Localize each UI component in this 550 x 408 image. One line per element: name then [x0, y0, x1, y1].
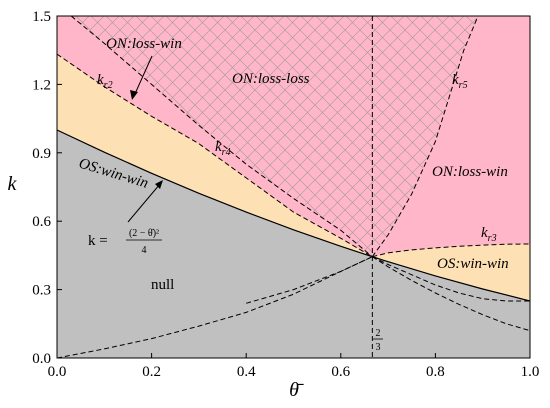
arrow-head-on-loss-win	[130, 90, 138, 100]
x-tick-label: 0.8	[426, 364, 445, 380]
y-tick-label: 0.0	[32, 351, 51, 367]
boundary-formula-numerator: (2 − θ̄)²	[129, 228, 159, 239]
region-label-on-loss-loss: ON:loss-loss	[232, 71, 310, 87]
two-thirds-numerator: 2	[376, 328, 381, 339]
region-label-os-win-win-right: OS:win-win	[437, 256, 509, 272]
curve-kr2	[57, 53, 373, 258]
curve-aux-7	[372, 256, 530, 302]
boundary-formula-prefix: k =	[88, 233, 108, 249]
x-tick-label: 0.4	[237, 364, 256, 380]
two-thirds-label: 2 3	[373, 328, 383, 353]
plot-frame	[56, 15, 531, 359]
curve-aux-8	[372, 256, 530, 332]
boundary-formula-denominator: 4	[142, 245, 147, 256]
curve-label-kr3: kr3	[481, 225, 497, 244]
y-tick-label: 1.5	[32, 9, 51, 25]
region-label-on-loss-win-right: ON:loss-win	[432, 164, 508, 180]
y-tick-label: 0.6	[32, 214, 51, 230]
x-tick-label: 0.0	[48, 364, 67, 380]
y-axis-label: k	[8, 173, 18, 195]
arrow-on-loss-win	[133, 55, 153, 97]
curve-kr5	[371, 16, 479, 257]
on-loss-loss-region	[71, 16, 478, 257]
curve-aux-6	[246, 256, 373, 304]
null-region	[57, 130, 530, 358]
region-label-null: null	[151, 277, 174, 293]
two-thirds-denominator: 3	[376, 342, 381, 353]
os-win-win-region-right	[372, 244, 530, 301]
x-tick-label: 0.2	[142, 364, 161, 380]
y-tick-label: 0.3	[32, 283, 51, 299]
x-axis-label: θ̄	[289, 379, 304, 401]
region-label-on-loss-win-left: ON:loss-win	[106, 36, 182, 52]
arrow-head-boundary-formula	[155, 180, 163, 189]
curve-boundary	[57, 129, 530, 302]
arrow-boundary-formula	[127, 183, 161, 223]
x-tick-label: 0.6	[331, 364, 350, 380]
x-tick-label: 1.0	[521, 364, 540, 380]
y-tick-label: 1.2	[32, 77, 51, 93]
curve-aux-5	[57, 256, 373, 358]
curve-kr3	[372, 243, 530, 258]
y-tick-label: 0.9	[32, 146, 51, 162]
curve-label-kr4: kr4	[215, 139, 231, 158]
curve-label-kr2: kr2	[97, 72, 113, 91]
curve-label-kr5: kr5	[452, 72, 468, 91]
